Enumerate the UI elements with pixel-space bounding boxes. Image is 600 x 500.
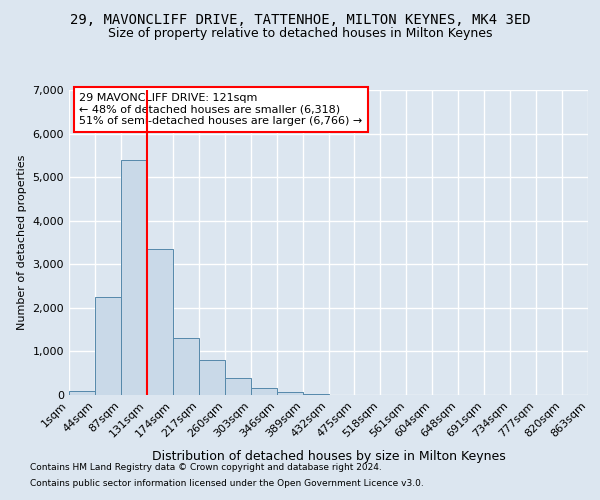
X-axis label: Distribution of detached houses by size in Milton Keynes: Distribution of detached houses by size … <box>152 450 505 463</box>
Text: Contains HM Land Registry data © Crown copyright and database right 2024.: Contains HM Land Registry data © Crown c… <box>30 464 382 472</box>
Bar <box>121 160 147 395</box>
Bar <box>277 392 302 395</box>
Bar <box>95 297 121 395</box>
Bar <box>173 338 199 395</box>
Text: Contains public sector information licensed under the Open Government Licence v3: Contains public sector information licen… <box>30 478 424 488</box>
Bar <box>199 360 224 395</box>
Y-axis label: Number of detached properties: Number of detached properties <box>17 155 27 330</box>
Text: 29, MAVONCLIFF DRIVE, TATTENHOE, MILTON KEYNES, MK4 3ED: 29, MAVONCLIFF DRIVE, TATTENHOE, MILTON … <box>70 12 530 26</box>
Bar <box>147 249 173 395</box>
Text: Size of property relative to detached houses in Milton Keynes: Size of property relative to detached ho… <box>108 28 492 40</box>
Bar <box>251 388 277 395</box>
Text: 29 MAVONCLIFF DRIVE: 121sqm
← 48% of detached houses are smaller (6,318)
51% of : 29 MAVONCLIFF DRIVE: 121sqm ← 48% of det… <box>79 93 362 126</box>
Bar <box>302 394 329 395</box>
Bar <box>225 378 251 395</box>
Bar <box>69 390 95 395</box>
